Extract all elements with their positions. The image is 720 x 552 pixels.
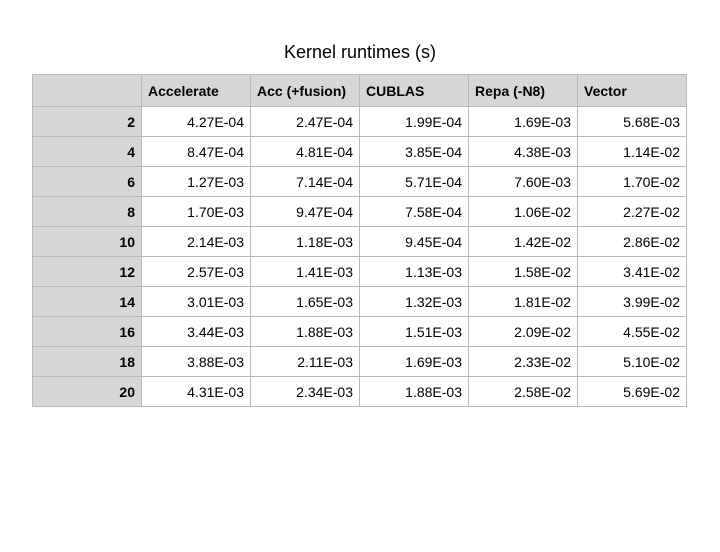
table-cell: 3.41E-02 <box>577 256 687 287</box>
table-cell: 1.42E-02 <box>468 226 578 257</box>
table-cell: 1.88E-03 <box>359 376 469 407</box>
table-row: 2 4.27E-04 2.47E-04 1.99E-04 1.69E-03 5.68E-0… <box>32 106 687 137</box>
table-cell: 1.88E-03 <box>250 316 360 347</box>
table-cell: 4.31E-03 <box>141 376 251 407</box>
table-cell: 3.01E-03 <box>141 286 251 317</box>
table-cell: 1.51E-03 <box>359 316 469 347</box>
row-label: 16 <box>32 316 142 347</box>
table-cell: 1.81E-02 <box>468 286 578 317</box>
table-cell: 9.45E-04 <box>359 226 469 257</box>
column-header: CUBLAS <box>359 74 469 107</box>
column-header: Repa (-N8) <box>468 74 578 107</box>
header-row: Accelerate Acc (+fusion) CUBLAS Repa (-N8) V… <box>32 74 687 107</box>
table-cell: 1.18E-03 <box>250 226 360 257</box>
row-label: 10 <box>32 226 142 257</box>
table-cell: 9.47E-04 <box>250 196 360 227</box>
table-cell: 3.99E-02 <box>577 286 687 317</box>
row-label: 4 <box>32 136 142 167</box>
table-cell: 2.86E-02 <box>577 226 687 257</box>
table-row: 16 3.44E-03 1.88E-03 1.51E-03 2.09E-02 4.55E-… <box>32 316 687 347</box>
column-header: Vector <box>577 74 687 107</box>
table-cell: 1.69E-03 <box>359 346 469 377</box>
table-cell: 2.33E-02 <box>468 346 578 377</box>
table-cell: 1.99E-04 <box>359 106 469 137</box>
table-cell: 2.09E-02 <box>468 316 578 347</box>
table-cell: 4.38E-03 <box>468 136 578 167</box>
table-cell: 1.70E-03 <box>141 196 251 227</box>
table-cell: 2.27E-02 <box>577 196 687 227</box>
table-row: 6 1.27E-03 7.14E-04 5.71E-04 7.60E-03 1.70E-0… <box>32 166 687 197</box>
table-row: 12 2.57E-03 1.41E-03 1.13E-03 1.58E-02 3.41E-… <box>32 256 687 287</box>
table-title: Kernel runtimes (s) <box>283 42 437 62</box>
table-cell: 2.57E-03 <box>141 256 251 287</box>
row-label: 6 <box>32 166 142 197</box>
table-cell: 1.27E-03 <box>141 166 251 197</box>
row-label: 8 <box>32 196 142 227</box>
table-cell: 4.27E-04 <box>141 106 251 137</box>
table-cell: 3.85E-04 <box>359 136 469 167</box>
table-row: 10 2.14E-03 1.18E-03 9.45E-04 1.42E-02 2.86E-… <box>32 226 687 257</box>
table-cell: 1.32E-03 <box>359 286 469 317</box>
table-row: 4 8.47E-04 4.81E-04 3.85E-04 4.38E-03 1.14E-0… <box>32 136 687 167</box>
row-label: 2 <box>32 106 142 137</box>
table-cell: 1.14E-02 <box>577 136 687 167</box>
table-cell: 3.88E-03 <box>141 346 251 377</box>
table-cell: 7.14E-04 <box>250 166 360 197</box>
table-row: 14 3.01E-03 1.65E-03 1.32E-03 1.81E-02 3.99E-… <box>32 286 687 317</box>
table-body: 2 4.27E-04 2.47E-04 1.99E-04 1.69E-03 5.68E-0… <box>32 106 687 407</box>
table-row: 20 4.31E-03 2.34E-03 1.88E-03 2.58E-02 5.69E-… <box>32 376 687 407</box>
table-cell: 2.14E-03 <box>141 226 251 257</box>
table-cell: 2.11E-03 <box>250 346 360 377</box>
table-cell: 7.60E-03 <box>468 166 578 197</box>
row-label: 20 <box>32 376 142 407</box>
table-cell: 8.47E-04 <box>141 136 251 167</box>
table-cell: 3.44E-03 <box>141 316 251 347</box>
table-cell: 1.65E-03 <box>250 286 360 317</box>
table-cell: 4.81E-04 <box>250 136 360 167</box>
table-cell: 1.41E-03 <box>250 256 360 287</box>
table-row: 18 3.88E-03 2.11E-03 1.69E-03 2.33E-02 5.10E-… <box>32 346 687 377</box>
column-header: Accelerate <box>141 74 251 107</box>
row-label: 14 <box>32 286 142 317</box>
table-cell: 5.71E-04 <box>359 166 469 197</box>
table-cell: 1.70E-02 <box>577 166 687 197</box>
table-cell: 1.13E-03 <box>359 256 469 287</box>
table-cell: 2.47E-04 <box>250 106 360 137</box>
table-cell: 1.58E-02 <box>468 256 578 287</box>
table-cell: 5.10E-02 <box>577 346 687 377</box>
corner-cell <box>32 74 142 107</box>
row-label: 12 <box>32 256 142 287</box>
row-label: 18 <box>32 346 142 377</box>
table-cell: 1.69E-03 <box>468 106 578 137</box>
table-cell: 7.58E-04 <box>359 196 469 227</box>
table-cell: 4.55E-02 <box>577 316 687 347</box>
table-cell: 2.58E-02 <box>468 376 578 407</box>
column-header: Acc (+fusion) <box>250 74 360 107</box>
table-cell: 5.69E-02 <box>577 376 687 407</box>
table-cell: 5.68E-03 <box>577 106 687 137</box>
runtime-table: Accelerate Acc (+fusion) CUBLAS Repa (-N8) V… <box>32 74 687 407</box>
table-cell: 1.06E-02 <box>468 196 578 227</box>
table-row: 8 1.70E-03 9.47E-04 7.58E-04 1.06E-02 2.27E-0… <box>32 196 687 227</box>
table-cell: 2.34E-03 <box>250 376 360 407</box>
